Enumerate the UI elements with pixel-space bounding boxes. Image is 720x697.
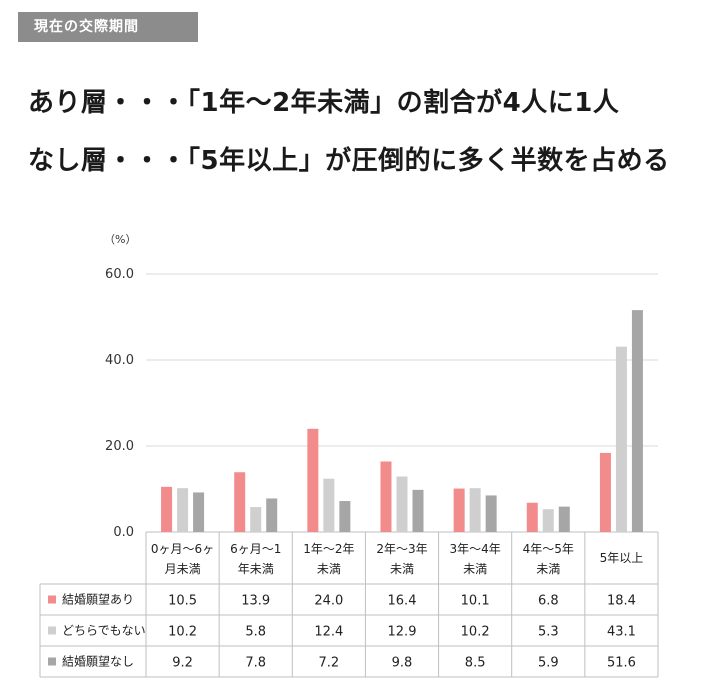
y-axis-unit-label: （%） (104, 233, 136, 246)
section-tag: 現在の交際期間 (18, 12, 198, 42)
x-category-label: 6ヶ月～1 (230, 542, 281, 556)
x-category-label: 未満 (317, 562, 341, 576)
data-label-2-7: 43.1 (607, 625, 636, 640)
data-label-3-3: 7.2 (319, 656, 340, 671)
bar-3-7 (631, 310, 643, 532)
data-label-3-5: 8.5 (465, 656, 486, 671)
data-label-3-6: 5.9 (538, 656, 559, 671)
bar-1-5 (453, 488, 465, 532)
x-category-label: 1年～2年 (303, 542, 354, 556)
data-label-1-4: 16.4 (388, 594, 417, 609)
y-tick-label: 40.0 (105, 353, 134, 368)
x-category-label: 2年～3年 (376, 542, 427, 556)
x-category-label: 月未満 (165, 562, 201, 576)
bar-1-1 (161, 486, 173, 532)
bar-2-7 (615, 346, 627, 532)
bar-1-3 (307, 428, 319, 532)
y-tick-label: 20.0 (105, 439, 134, 454)
legend-swatch-2 (48, 626, 56, 635)
bar-3-3 (339, 501, 351, 532)
data-label-1-2: 13.9 (241, 594, 270, 609)
data-label-2-5: 10.2 (461, 625, 490, 640)
bar-2-5 (469, 488, 481, 532)
bar-1-7 (599, 452, 611, 532)
bar-2-6 (542, 509, 554, 532)
y-tick-label: 0.0 (113, 525, 134, 540)
data-label-1-6: 6.8 (538, 594, 559, 609)
x-category-label: 未満 (536, 562, 560, 576)
bar-2-3 (323, 478, 335, 532)
bar-1-2 (234, 472, 246, 532)
data-label-3-7: 51.6 (607, 656, 636, 671)
data-label-3-1: 9.2 (172, 656, 193, 671)
legend-label-1: 結婚願望あり (62, 593, 134, 607)
data-label-2-4: 12.9 (388, 625, 417, 640)
x-category-label: 5年以上 (600, 551, 644, 565)
data-label-1-5: 10.1 (461, 594, 490, 609)
bar-1-4 (380, 461, 392, 532)
data-label-2-2: 5.8 (245, 625, 266, 640)
data-label-2-6: 5.3 (538, 625, 559, 640)
x-category-label: 年未満 (238, 562, 274, 576)
data-label-1-3: 24.0 (314, 594, 343, 609)
x-category-label: 3年～4年 (450, 542, 501, 556)
x-category-label: 0ヶ月～6ヶ (151, 542, 214, 556)
bar-1-6 (526, 502, 538, 532)
data-label-2-3: 12.4 (314, 625, 343, 640)
x-category-label: 未満 (463, 562, 487, 576)
bar-3-1 (193, 492, 205, 532)
headline-1: あり層・・・「1年～2年未満」の割合が4人に1人 (28, 88, 620, 118)
headline-2: なし層・・・「5年以上」が圧倒的に多く半数を占める (28, 146, 670, 176)
bar-3-5 (485, 495, 497, 532)
data-label-1-1: 10.5 (168, 594, 197, 609)
data-label-2-1: 10.2 (168, 625, 197, 640)
legend-label-2: どちらでもない (62, 624, 146, 638)
bar-3-6 (558, 506, 570, 532)
bar-2-1 (177, 488, 189, 532)
bar-2-2 (250, 507, 262, 532)
x-category-label: 4年～5年 (523, 542, 574, 556)
bar-3-2 (266, 498, 278, 532)
legend-swatch-3 (48, 657, 56, 666)
x-category-label: 未満 (390, 562, 414, 576)
data-label-3-2: 7.8 (245, 656, 266, 671)
bar-3-4 (412, 489, 424, 532)
bar-2-4 (396, 476, 408, 532)
data-label-1-7: 18.4 (607, 594, 636, 609)
legend-swatch-1 (48, 595, 56, 604)
y-tick-label: 60.0 (105, 267, 134, 282)
legend-label-3: 結婚願望なし (62, 655, 134, 669)
data-label-3-4: 9.8 (392, 656, 413, 671)
